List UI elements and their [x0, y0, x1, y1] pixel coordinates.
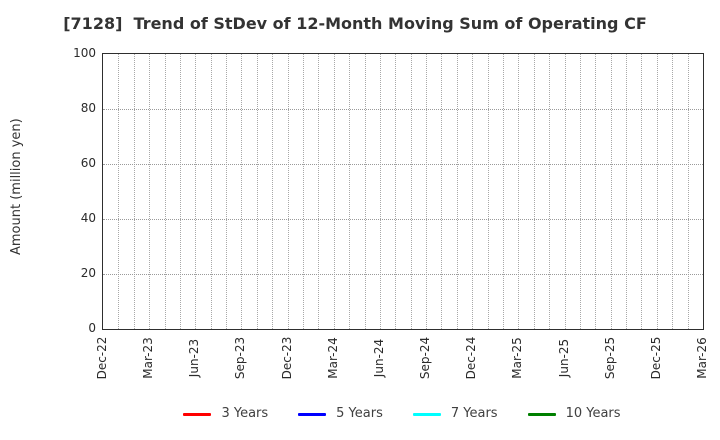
vertical-gridline	[533, 54, 535, 329]
y-tick-label: 100	[73, 46, 96, 60]
y-tick-label: 40	[80, 211, 96, 225]
legend-line-swatch	[298, 412, 327, 416]
y-tick-label: 20	[80, 266, 96, 280]
plot-area	[102, 53, 704, 330]
vertical-gridline	[395, 54, 397, 329]
vertical-gridline	[195, 54, 197, 329]
y-axis-title: Amount (million yen)	[9, 118, 24, 255]
vertical-gridline	[487, 54, 489, 329]
horizontal-gridline	[103, 219, 703, 220]
x-tick-label: Dec-24	[464, 336, 479, 380]
vertical-gridline	[656, 54, 658, 329]
legend-line-swatch	[412, 412, 441, 416]
vertical-gridline	[410, 54, 412, 329]
vertical-gridline	[687, 54, 689, 329]
x-tick-label: Dec-23	[279, 336, 294, 380]
vertical-gridline	[149, 54, 151, 329]
legend-line-swatch	[183, 412, 212, 416]
vertical-gridline	[472, 54, 474, 329]
vertical-gridline	[456, 54, 458, 329]
vertical-gridline	[118, 54, 120, 329]
legend-label: 3 Years	[221, 406, 269, 421]
legend-label: 10 Years	[565, 406, 621, 421]
vertical-gridline	[179, 54, 181, 329]
vertical-gridline	[503, 54, 504, 329]
vertical-gridline	[272, 54, 274, 329]
x-tick-label: Sep-24	[418, 336, 433, 380]
y-tick-label: 80	[80, 101, 96, 115]
legend-item: 3 Years	[183, 405, 268, 423]
x-tick-label: Jun-24	[371, 338, 386, 378]
y-tick-label: 0	[88, 321, 96, 335]
legend-label: 7 Years	[450, 406, 498, 421]
vertical-gridline	[241, 54, 243, 329]
horizontal-gridline	[103, 274, 703, 275]
legend-item: 7 Years	[412, 405, 498, 423]
vertical-gridline	[549, 54, 551, 329]
x-tick-label: Dec-25	[648, 336, 663, 380]
x-tick-label: Mar-23	[141, 337, 156, 379]
legend-item: 5 Years	[298, 405, 383, 423]
vertical-gridline	[595, 54, 597, 329]
x-tick-label: Sep-25	[602, 336, 617, 380]
y-tick-label: 60	[80, 156, 96, 170]
vertical-gridline	[518, 54, 520, 329]
vertical-gridline	[610, 54, 612, 329]
vertical-gridline	[626, 54, 628, 329]
vertical-gridline	[133, 54, 135, 329]
vertical-gridline	[318, 54, 320, 329]
x-tick-label: Mar-25	[510, 337, 525, 379]
x-tick-label: Jun-23	[187, 338, 202, 378]
vertical-gridline	[333, 54, 335, 329]
x-tick-label: Jun-25	[556, 338, 571, 378]
vertical-gridline	[564, 54, 566, 329]
legend-item: 10 Years	[527, 405, 621, 423]
horizontal-gridline	[103, 164, 703, 165]
chart-legend: 3 Years 5 Years 7 Years 10 Years	[102, 405, 702, 423]
vertical-gridline	[256, 54, 258, 329]
legend-label: 5 Years	[336, 406, 383, 421]
legend-line-swatch	[527, 412, 556, 416]
chart-title: [7128] Trend of StDev of 12-Month Moving…	[63, 14, 647, 33]
vertical-gridline	[210, 54, 212, 329]
vertical-gridline	[287, 54, 289, 329]
vertical-gridline	[441, 54, 443, 329]
vertical-gridline	[426, 54, 428, 329]
vertical-gridline	[164, 54, 166, 329]
x-tick-label: Mar-24	[325, 337, 340, 379]
vertical-gridline	[641, 54, 643, 329]
vertical-gridline	[303, 54, 304, 329]
vertical-gridline	[672, 54, 674, 329]
vertical-gridline	[379, 54, 381, 329]
x-tick-label: Sep-23	[233, 336, 248, 380]
vertical-gridline	[349, 54, 351, 329]
vertical-gridline	[579, 54, 581, 329]
vertical-gridline	[364, 54, 366, 329]
x-tick-label: Mar-26	[695, 337, 709, 379]
vertical-gridline	[226, 54, 228, 329]
horizontal-gridline	[103, 109, 703, 110]
x-tick-label: Dec-22	[95, 336, 109, 380]
